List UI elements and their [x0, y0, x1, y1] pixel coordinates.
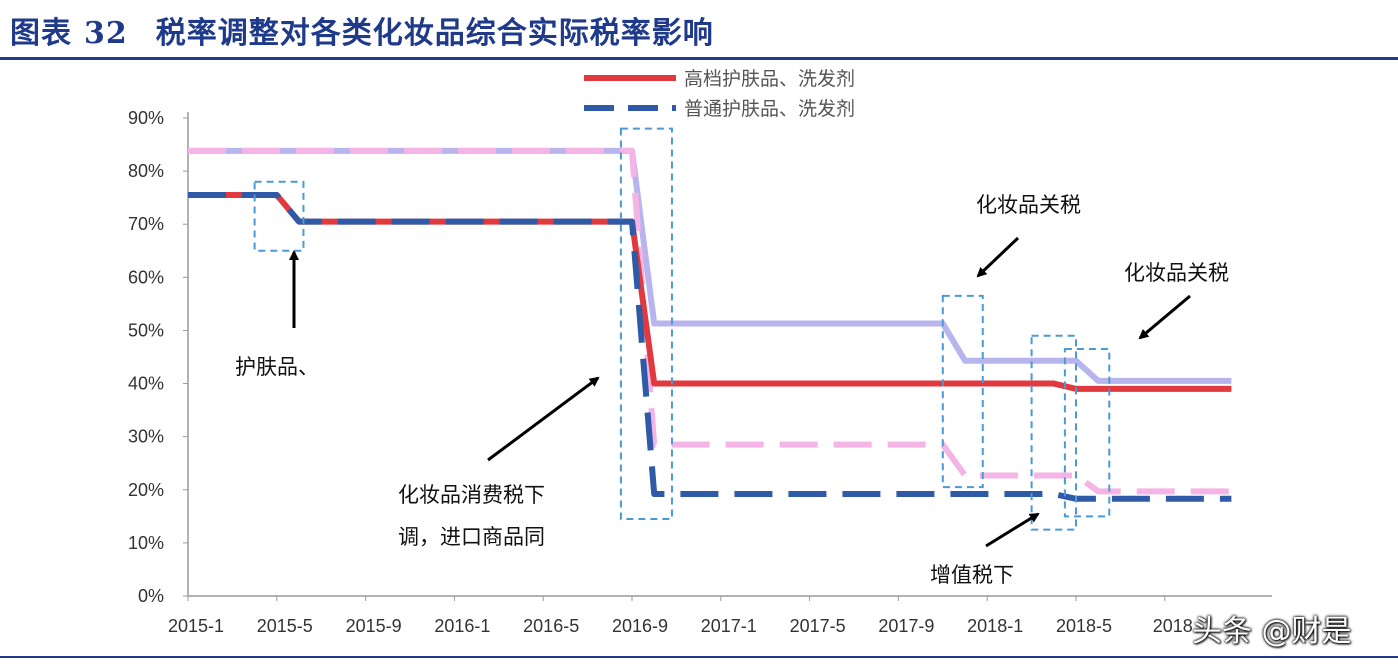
x-tick-label: 2017-9 — [878, 616, 934, 636]
annotation-text: 调，进口商品同 — [398, 525, 545, 549]
highlight-box — [619, 127, 673, 520]
y-tick-label: 70% — [128, 214, 164, 234]
y-tick-label: 20% — [128, 480, 164, 500]
legend-label: 高档护肤品、洗发剂 — [684, 68, 855, 90]
annotation-arrow — [985, 512, 1040, 548]
annotation-text: 增值税下 — [930, 563, 1014, 587]
series-line-2 — [188, 192, 1232, 502]
y-tick-label: 30% — [128, 427, 164, 447]
series-line-1 — [188, 192, 1232, 392]
x-tick-label: 2018 — [1153, 616, 1193, 636]
x-tick-label: 2015-1 — [168, 616, 224, 636]
highlight-box — [1030, 334, 1077, 531]
x-tick-label: 2018-5 — [1056, 616, 1112, 636]
legend-label: 普通护肤品、洗发剂 — [684, 98, 855, 120]
highlight-box — [1063, 348, 1111, 518]
figure-header: 图表 32 税率调整对各类化妆品综合实际税率影响 — [0, 0, 1398, 56]
y-tick-label: 10% — [128, 533, 164, 553]
highlight-box — [941, 294, 984, 489]
y-tick-label: 60% — [128, 267, 164, 287]
annotation-text: 化妆品消费税下 — [398, 483, 545, 507]
x-tick-label: 2017-5 — [790, 616, 846, 636]
watermark: 头条 @财是 — [1192, 614, 1352, 649]
x-tick-label: 2015-5 — [257, 616, 313, 636]
y-tick-label: 50% — [128, 320, 164, 340]
x-tick-label: 2015-9 — [346, 616, 402, 636]
footer-rule — [0, 656, 1398, 658]
series-line-4 — [188, 147, 1232, 495]
annotation-arrow — [976, 236, 1020, 278]
annotation-arrow — [487, 376, 600, 462]
annotation-text: 化妆品关税 — [976, 193, 1081, 217]
annotation-text: 护肤品、 — [235, 355, 319, 379]
header-rule — [0, 57, 1398, 60]
y-tick-label: 90% — [128, 108, 164, 128]
figure-title: 图表 32 税率调整对各类化妆品综合实际税率影响 — [10, 8, 714, 52]
figure-number: 32 — [84, 16, 128, 51]
x-tick-label: 2018-1 — [967, 616, 1023, 636]
y-tick-label: 40% — [128, 374, 164, 394]
series-line-3 — [188, 147, 1232, 384]
x-tick-label: 2016-1 — [434, 616, 490, 636]
x-tick-label: 2016-5 — [523, 616, 579, 636]
figure-title-text: 税率调整对各类化妆品综合实际税率影响 — [155, 16, 714, 51]
annotation-arrow — [1138, 294, 1191, 340]
figure-label: 图表 — [10, 16, 72, 51]
annotation-text: 化妆品关税 — [1124, 261, 1229, 285]
highlight-box — [253, 180, 305, 252]
x-tick-label: 2016-9 — [612, 616, 668, 636]
y-tick-label: 80% — [128, 161, 164, 181]
x-tick-label: 2017-1 — [701, 616, 757, 636]
y-tick-label: 0% — [138, 586, 164, 606]
